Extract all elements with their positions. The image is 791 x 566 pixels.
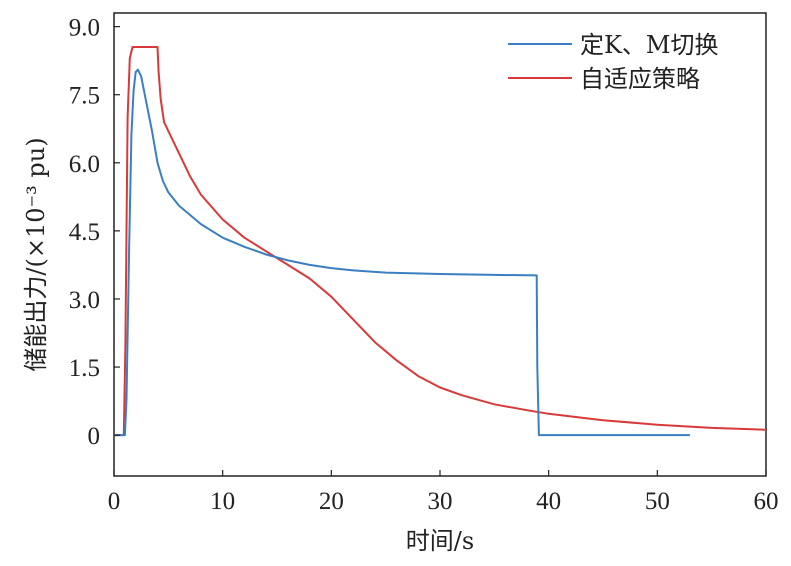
x-tick-label: 0 xyxy=(108,488,121,515)
y-tick-label: 3.0 xyxy=(69,287,100,314)
x-tick-label: 20 xyxy=(319,488,344,515)
series-layer xyxy=(114,46,767,437)
x-tick-label: 40 xyxy=(536,488,561,515)
x-tick-label: 10 xyxy=(210,488,235,515)
x-tick-label: 50 xyxy=(645,488,670,515)
series-line-1 xyxy=(114,68,690,437)
y-axis-title: 储能出力/(×10⁻³ pu) xyxy=(22,137,50,371)
y-tick-label: 4.5 xyxy=(69,219,100,246)
y-tick-label: 1.5 xyxy=(69,355,100,382)
series-line-2 xyxy=(114,46,767,437)
y-axis-ticks: 0 1.5 3.0 4.5 6.0 7.5 9.0 xyxy=(69,15,120,450)
x-tick-label: 30 xyxy=(428,488,453,515)
legend: 定K、M切换 自适应策略 xyxy=(508,31,719,93)
y-tick-label: 6.0 xyxy=(69,151,100,178)
y-tick-label: 0 xyxy=(88,423,101,450)
plot-area: 0 10 20 30 40 50 60 0 1.5 3.0 4.5 6.0 7.5 9.0 xyxy=(69,12,779,515)
y-tick-label: 7.5 xyxy=(69,83,100,110)
x-axis-title: 时间/s xyxy=(406,527,474,555)
legend-label-series-2: 自适应策略 xyxy=(580,65,700,93)
y-tick-label: 9.0 xyxy=(69,15,100,42)
x-tick-label: 60 xyxy=(754,488,779,515)
x-axis-ticks: 0 10 20 30 40 50 60 xyxy=(108,470,779,515)
legend-label-series-1: 定K、M切换 xyxy=(580,31,719,59)
